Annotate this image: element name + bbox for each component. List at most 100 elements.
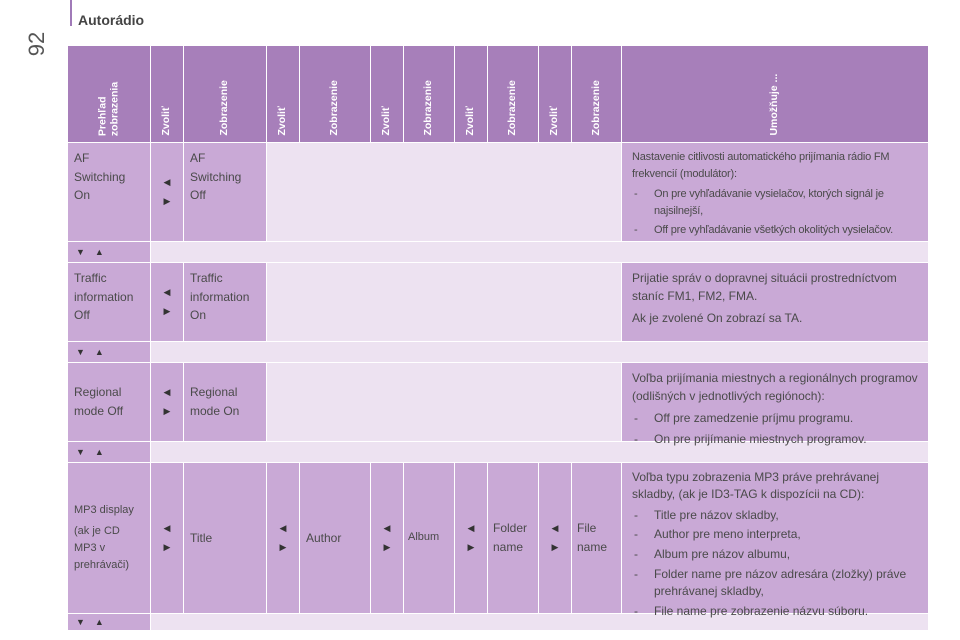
left-arrow-icon: ◀: [467, 523, 475, 533]
mp3-file-line2: name: [577, 540, 608, 554]
af-select: ◀ ▶: [151, 143, 183, 241]
header-select-label: Zvoliť: [276, 106, 289, 136]
up-arrow-icon: ▲: [94, 247, 104, 257]
header-overview-line2: zobrazenia: [108, 81, 120, 136]
traffic-display: Traffic information Off: [68, 263, 150, 341]
header-display-label: Zobrazenie: [589, 80, 602, 136]
down-arrow-icon: ▼: [76, 617, 85, 627]
down-arrow-icon: ▼: [76, 447, 85, 457]
traffic-empty: [267, 263, 621, 341]
af-alt-line2: Switching: [190, 169, 242, 184]
mp3-display-line4: prehrávači): [74, 559, 130, 572]
menu-table: Prehľad zobrazenia Zvoliť Zobrazenie Zvol…: [68, 46, 928, 630]
mp3-desc-item: File name pre zobrazenie názvu súboru.: [632, 603, 918, 620]
traffic-desc-p2: Ak je zvolené On zobrazí sa TA.: [632, 311, 803, 325]
right-arrow-icon: ▶: [163, 406, 171, 416]
traffic-description: Prijatie správ o dopravnej situácii pros…: [622, 263, 928, 341]
mp3-album-option: Album: [404, 463, 454, 613]
regional-desc-intro: Voľba prijímania miestnych a regionálnyc…: [632, 371, 918, 403]
mp3-folder-line1: Folder: [493, 521, 528, 536]
left-arrow-icon: ◀: [383, 523, 391, 533]
mp3-file-option: File name: [572, 463, 621, 613]
header-display-label: Zobrazenie: [422, 80, 435, 136]
left-arrow-icon: ◀: [163, 287, 171, 297]
page-number: 92: [24, 31, 49, 57]
nav-arrows: ▼ ▲: [68, 342, 150, 362]
regional-display-line2: mode Off: [74, 404, 124, 418]
header-display-label: Zobrazenie: [218, 80, 231, 136]
regional-select: ◀ ▶: [151, 363, 183, 441]
mp3-select-4: ◀ ▶: [455, 463, 487, 613]
mp3-description: Voľba typu zobrazenia MP3 práve prehráva…: [622, 463, 928, 619]
right-arrow-icon: ▶: [279, 542, 287, 552]
header-enables: Umožňuje ...: [622, 46, 928, 142]
header-display: Zobrazenie: [572, 46, 621, 142]
traffic-select: ◀ ▶: [151, 263, 183, 341]
mp3-album-label: Album: [408, 531, 440, 544]
af-alt-line3: Off: [190, 188, 206, 203]
header-display: Zobrazenie: [404, 46, 454, 142]
mp3-folder-line2: name: [493, 540, 524, 554]
regional-display: Regional mode Off: [68, 363, 150, 441]
left-arrow-icon: ◀: [163, 177, 171, 187]
regional-display-line1: Regional: [74, 385, 122, 400]
af-alt-line1: AF: [190, 151, 206, 165]
header-select: Zvoliť: [371, 46, 403, 142]
left-arrow-icon: ◀: [163, 523, 171, 533]
regional-desc-item: On pre prijímanie miestnych programov.: [632, 430, 918, 448]
af-description: Nastavenie citlivosti automatického prij…: [622, 143, 928, 241]
header-display-label: Zobrazenie: [328, 80, 341, 136]
mp3-desc-item: Album pre názov albumu,: [632, 546, 918, 563]
section-title: Autorádio: [78, 12, 145, 28]
regional-alt-line2: mode On: [190, 404, 240, 418]
header-select: Zvoliť: [267, 46, 299, 142]
nav-spacer: [151, 242, 928, 262]
up-arrow-icon: ▲: [94, 617, 104, 627]
mp3-desc-item: Folder name pre názov adresára (zložky) …: [632, 566, 918, 600]
nav-spacer: [151, 342, 928, 362]
header-select-label: Zvoliť: [548, 106, 561, 136]
header-select: Zvoliť: [539, 46, 571, 142]
header-select-label: Zvoliť: [380, 106, 393, 136]
header-display: Zobrazenie: [488, 46, 538, 142]
right-arrow-icon: ▶: [467, 542, 475, 552]
left-arrow-icon: ◀: [163, 387, 171, 397]
mp3-desc-item: Title pre názov skladby,: [632, 507, 918, 524]
mp3-select-2: ◀ ▶: [267, 463, 299, 613]
header-select-label: Zvoliť: [464, 106, 477, 136]
mp3-display-line3: MP3 v: [74, 542, 106, 554]
mp3-display: MP3 display (ak je CD MP3 v prehrávači): [68, 463, 150, 613]
traffic-display-line2: information: [74, 289, 134, 304]
mp3-file-line1: File: [577, 521, 597, 536]
af-alt-display: AF Switching Off: [184, 143, 266, 241]
header-display: Zobrazenie: [184, 46, 266, 142]
traffic-display-line3: Off: [74, 308, 90, 323]
nav-arrows: ▼ ▲: [68, 442, 150, 462]
regional-description: Voľba prijímania miestnych a regionálnyc…: [622, 363, 928, 448]
af-display: AF Switching On: [68, 143, 150, 241]
right-arrow-icon: ▶: [163, 542, 171, 552]
right-arrow-icon: ▶: [383, 542, 391, 552]
mp3-select-5: ◀ ▶: [539, 463, 571, 613]
down-arrow-icon: ▼: [76, 347, 85, 357]
mp3-select-3: ◀ ▶: [371, 463, 403, 613]
traffic-alt-line1: Traffic: [190, 271, 223, 285]
header-select: Zvoliť: [455, 46, 487, 142]
mp3-folder-option: Folder name: [488, 463, 538, 613]
up-arrow-icon: ▲: [94, 447, 104, 457]
traffic-alt-line2: information: [190, 289, 250, 304]
header-select-label: Zvoliť: [160, 106, 173, 136]
header-display-label: Zobrazenie: [506, 80, 519, 136]
regional-alt-display: Regional mode On: [184, 363, 266, 441]
af-display-line1: AF: [74, 151, 90, 165]
header-select: Zvoliť: [151, 46, 183, 142]
up-arrow-icon: ▲: [94, 347, 104, 357]
mp3-display-line1: MP3 display: [74, 503, 134, 516]
af-display-line3: On: [74, 188, 91, 203]
af-desc-intro: Nastavenie citlivosti automatického prij…: [632, 151, 890, 180]
af-desc-item: On pre vyhľadávanie vysielačov, ktorých …: [632, 186, 918, 219]
traffic-alt-line3: On: [190, 308, 207, 323]
right-arrow-icon: ▶: [163, 196, 171, 206]
regional-empty: [267, 363, 621, 441]
header-overview-line1: Prehľad: [96, 96, 109, 136]
